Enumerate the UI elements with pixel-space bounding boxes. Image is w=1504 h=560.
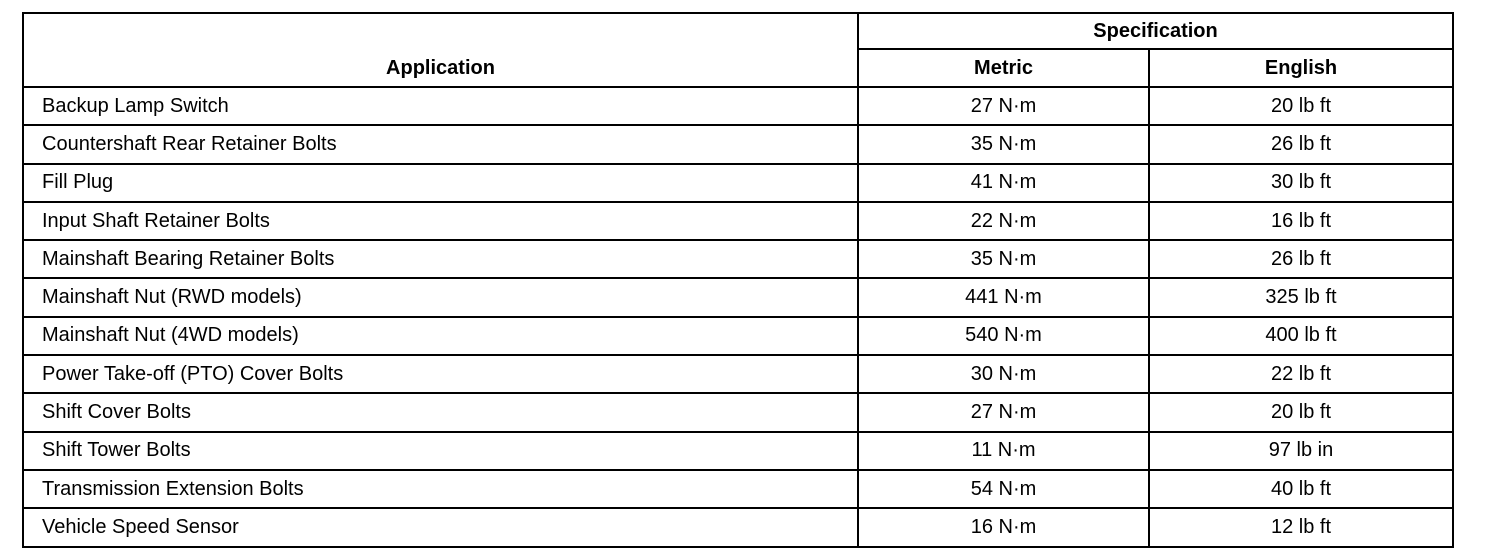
table-row: Mainshaft Nut (4WD models) 540 N·m 400 lb … (22, 315, 1455, 357)
metric-cell: 27 N·m (857, 392, 1150, 433)
english-cell: 40 lb ft (1147, 468, 1455, 510)
table-row: Shift Cover Bolts 27 N·m 20 lb ft (22, 392, 1455, 433)
english-cell: 26 lb ft (1147, 239, 1455, 280)
english-cell: 16 lb ft (1147, 200, 1455, 242)
application-cell: Mainshaft Bearing Retainer Bolts (22, 239, 859, 280)
table-row: Vehicle Speed Sensor 16 N·m 12 lb ft (22, 507, 1455, 548)
english-cell: 325 lb ft (1147, 277, 1455, 318)
metric-cell: 22 N·m (857, 200, 1150, 242)
metric-cell: 16 N·m (857, 507, 1150, 548)
metric-cell: 41 N·m (857, 162, 1150, 203)
english-cell: 22 lb ft (1147, 354, 1455, 395)
table-row: Transmission Extension Bolts 54 N·m 40 lb … (22, 468, 1455, 510)
application-cell: Power Take-off (PTO) Cover Bolts (22, 354, 859, 395)
application-cell: Input Shaft Retainer Bolts (22, 200, 859, 242)
metric-cell: 30 N·m (857, 354, 1150, 395)
application-cell: Shift Tower Bolts (22, 430, 859, 471)
metric-cell: 35 N·m (857, 124, 1150, 165)
english-cell: 97 lb in (1147, 430, 1455, 471)
specification-header: Specification (856, 12, 1455, 50)
english-cell: 20 lb ft (1147, 392, 1455, 433)
application-cell: Mainshaft Nut (4WD models) (22, 315, 859, 357)
english-header: English (1147, 48, 1455, 88)
metric-cell: 11 N·m (857, 430, 1150, 471)
metric-cell: 54 N·m (857, 468, 1150, 510)
metric-header: Metric (857, 48, 1150, 88)
table-row: Fill Plug 41 N·m 30 lb ft (22, 162, 1455, 203)
table-row: Mainshaft Bearing Retainer Bolts 35 N·m 26… (22, 239, 1455, 280)
table-row: Shift Tower Bolts 11 N·m 97 lb in (22, 430, 1455, 471)
english-cell: 30 lb ft (1147, 162, 1455, 203)
english-cell: 12 lb ft (1147, 507, 1455, 548)
metric-cell: 441 N·m (857, 277, 1150, 318)
application-cell: Shift Cover Bolts (22, 392, 859, 433)
table-row: Power Take-off (PTO) Cover Bolts 30 N·m 22… (22, 354, 1455, 395)
table-row: Countershaft Rear Retainer Bolts 35 N·m 26… (22, 124, 1455, 165)
torque-specification-table: Application Specification Metric English… (22, 12, 1455, 548)
english-cell: 400 lb ft (1147, 315, 1455, 357)
metric-cell: 35 N·m (857, 239, 1150, 280)
english-cell: 20 lb ft (1147, 85, 1455, 127)
application-header: Application (22, 12, 859, 88)
application-cell: Backup Lamp Switch (22, 85, 859, 127)
application-cell: Mainshaft Nut (RWD models) (22, 277, 859, 318)
application-cell: Countershaft Rear Retainer Bolts (22, 124, 859, 165)
application-cell: Transmission Extension Bolts (22, 468, 859, 510)
table-row: Mainshaft Nut (RWD models) 441 N·m 325 lb … (22, 277, 1455, 318)
metric-cell: 27 N·m (857, 85, 1150, 127)
metric-cell: 540 N·m (857, 315, 1150, 357)
table-row: Backup Lamp Switch 27 N·m 20 lb ft (22, 85, 1455, 127)
table-row: Input Shaft Retainer Bolts 22 N·m 16 lb ft (22, 200, 1455, 242)
application-cell: Fill Plug (22, 162, 859, 203)
english-cell: 26 lb ft (1147, 124, 1455, 165)
application-cell: Vehicle Speed Sensor (22, 507, 859, 548)
